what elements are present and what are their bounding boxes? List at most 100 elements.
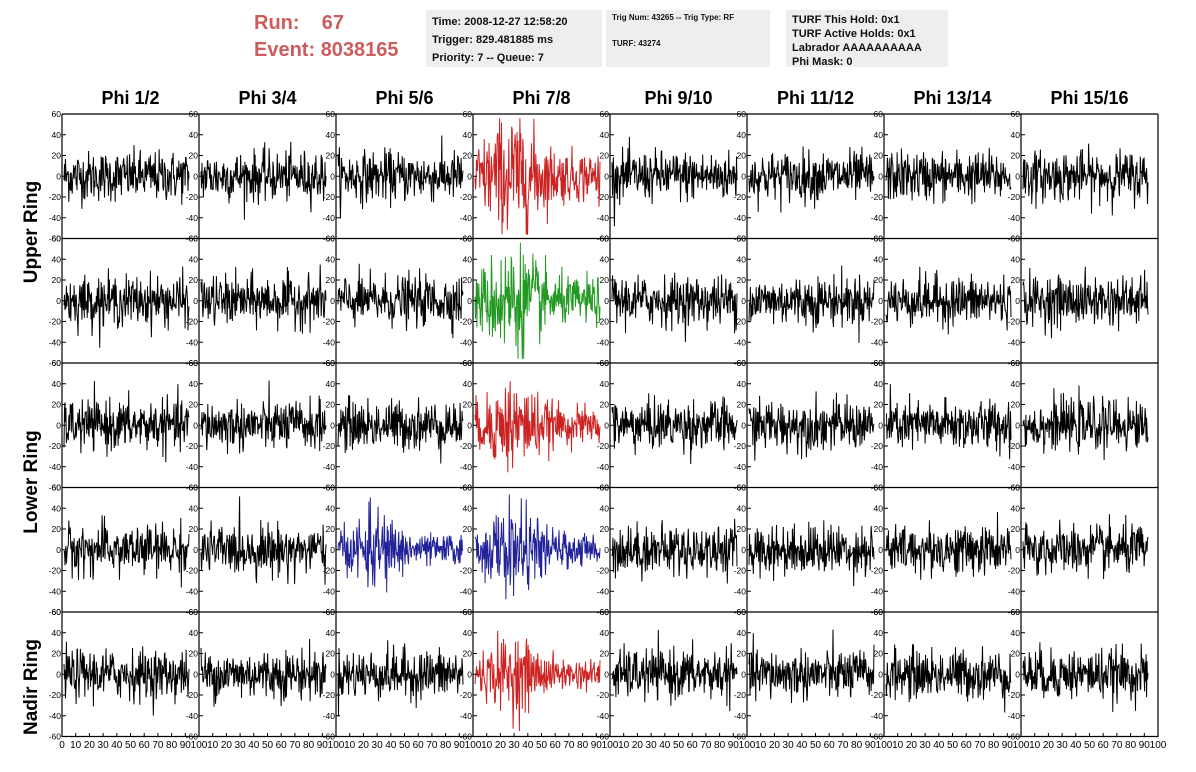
x-tick-label: 10 <box>1029 740 1041 751</box>
y-tick-label: -40 <box>49 462 62 472</box>
trigger-text: Trigger: 829.481885 ms <box>432 34 554 46</box>
y-tick-label: 40 <box>600 379 610 389</box>
x-tick-label: 40 <box>659 740 671 751</box>
y-tick-label: -20 <box>460 317 473 327</box>
y-tick-label: 20 <box>1011 524 1021 534</box>
y-tick-label: 20 <box>874 275 884 285</box>
y-tick-label: 0 <box>1015 296 1020 306</box>
y-tick-label: -20 <box>1008 690 1021 700</box>
x-tick-label: 60 <box>961 740 973 751</box>
x-tick-label: 10 <box>755 740 767 751</box>
y-tick-label: 20 <box>189 524 199 534</box>
y-tick-label: 20 <box>874 524 884 534</box>
turf-active-text: TURF Active Holds: 0x1 <box>792 28 916 40</box>
x-tick-label: 20 <box>769 740 781 751</box>
y-tick-label: -20 <box>734 441 747 451</box>
x-tick-label: 40 <box>385 740 397 751</box>
waveform-trace <box>748 391 875 461</box>
x-tick-label: 60 <box>276 740 288 751</box>
y-tick-label: 0 <box>741 420 746 430</box>
y-tick-label: 0 <box>193 171 198 181</box>
trig-num-text: Trig Num: 43265 -- Trig Type: RF <box>612 13 735 22</box>
column-title: Phi 5/6 <box>375 88 433 108</box>
x-tick-label: 60 <box>824 740 836 751</box>
y-tick-label: 40 <box>326 628 336 638</box>
y-tick-label: 20 <box>52 400 62 410</box>
x-tick-label: 90 <box>728 740 740 751</box>
y-tick-label: -20 <box>323 690 336 700</box>
x-tick-label: 80 <box>166 740 178 751</box>
y-tick-label: -40 <box>597 711 610 721</box>
y-tick-label: 20 <box>874 151 884 161</box>
turf-hold-text: TURF This Hold: 0x1 <box>792 14 900 26</box>
y-tick-label: 40 <box>737 379 747 389</box>
run-label: Run: <box>254 12 300 34</box>
y-tick-label: -40 <box>734 462 747 472</box>
y-tick-label: -20 <box>460 566 473 576</box>
y-tick-label: -40 <box>186 337 199 347</box>
y-tick-label: 60 <box>52 607 62 617</box>
y-tick-label: 40 <box>52 503 62 513</box>
x-tick-label: 10 <box>892 740 904 751</box>
y-tick-label: -40 <box>323 711 336 721</box>
column-title: Phi 1/2 <box>101 88 159 108</box>
x-tick-label: 20 <box>358 740 370 751</box>
waveform-trace <box>611 393 738 465</box>
waveform-trace <box>474 118 601 235</box>
waveform-trace <box>1022 642 1149 713</box>
y-tick-label: 40 <box>326 254 336 264</box>
y-tick-label: 0 <box>56 171 61 181</box>
x-tick-label: 50 <box>536 740 548 751</box>
y-tick-label: 20 <box>874 649 884 659</box>
waveform-trace <box>611 272 738 343</box>
x-tick-label: 90 <box>180 740 192 751</box>
y-tick-label: 40 <box>874 130 884 140</box>
y-tick-label: 40 <box>600 130 610 140</box>
y-tick-label: -40 <box>323 586 336 596</box>
y-tick-label: -40 <box>597 462 610 472</box>
x-tick-label: 30 <box>235 740 247 751</box>
y-tick-label: 20 <box>600 400 610 410</box>
y-tick-label: 0 <box>1015 420 1020 430</box>
x-tick-label: 80 <box>577 740 589 751</box>
waveform-trace <box>200 380 327 455</box>
waveform-trace <box>1022 514 1149 580</box>
y-tick-label: 20 <box>326 524 336 534</box>
y-tick-label: -40 <box>323 337 336 347</box>
x-tick-label: 40 <box>522 740 534 751</box>
waveform-trace <box>885 511 1012 580</box>
y-tick-label: 20 <box>52 524 62 534</box>
x-tick-label: 80 <box>851 740 863 751</box>
y-tick-label: 0 <box>878 171 883 181</box>
x-tick-label: 20 <box>906 740 918 751</box>
y-tick-label: 0 <box>467 296 472 306</box>
y-tick-label: -20 <box>597 690 610 700</box>
x-tick-label: 100 <box>1013 740 1030 751</box>
y-tick-label: 40 <box>1011 254 1021 264</box>
y-tick-label: -40 <box>1008 586 1021 596</box>
y-tick-label: 0 <box>741 669 746 679</box>
y-tick-label: 0 <box>604 296 609 306</box>
x-tick-label: 20 <box>1043 740 1055 751</box>
y-tick-label: 40 <box>737 254 747 264</box>
y-tick-label: -20 <box>323 441 336 451</box>
y-tick-label: 0 <box>878 420 883 430</box>
y-tick-label: -60 <box>49 358 62 368</box>
y-tick-label: -40 <box>186 711 199 721</box>
y-tick-label: -40 <box>460 213 473 223</box>
y-tick-label: 0 <box>193 545 198 555</box>
y-tick-label: 0 <box>741 296 746 306</box>
waveform-trace <box>337 497 464 593</box>
y-tick-label: -20 <box>597 192 610 202</box>
y-tick-label: 20 <box>463 524 473 534</box>
x-tick-label: 90 <box>317 740 329 751</box>
y-tick-label: -20 <box>734 317 747 327</box>
y-tick-label: 40 <box>463 379 473 389</box>
y-tick-label: 40 <box>52 628 62 638</box>
y-tick-label: 40 <box>600 503 610 513</box>
waveform-trace <box>885 266 1012 335</box>
x-tick-label: 100 <box>739 740 756 751</box>
x-tick-label: 20 <box>221 740 233 751</box>
y-tick-label: 0 <box>878 545 883 555</box>
x-tick-label: 30 <box>98 740 110 751</box>
